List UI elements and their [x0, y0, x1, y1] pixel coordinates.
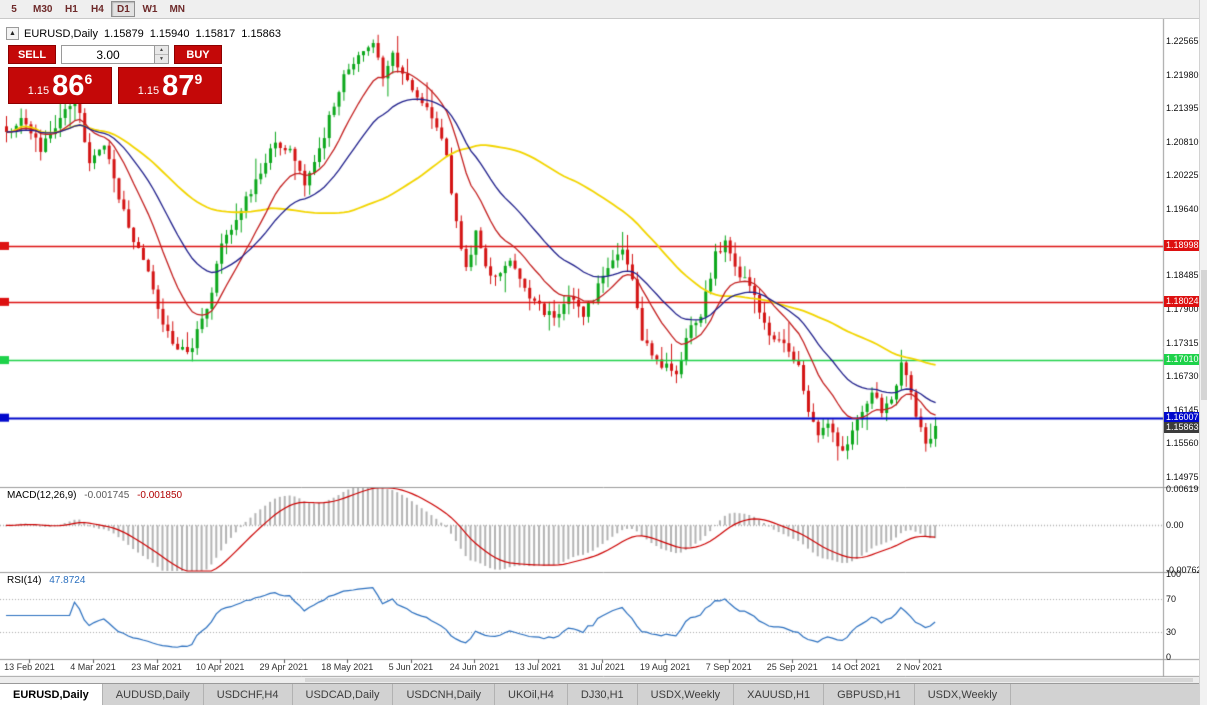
volume-spinner: ▲ ▼	[154, 46, 168, 63]
macd-name: MACD(12,26,9)	[7, 490, 77, 501]
one-click-trading-panel: SELL 3.00 ▲ ▼ BUY 1.15 86 6 1.15 87 9	[8, 45, 222, 104]
chart-header: ▲ EURUSD,Daily 1.15879 1.15940 1.15817 1…	[6, 27, 281, 40]
horizontal-scrollbar[interactable]	[0, 677, 1199, 683]
volume-input[interactable]: 3.00 ▲ ▼	[61, 45, 169, 64]
ohlc-high-value: 1.15940	[149, 27, 190, 40]
chart-tab-ukoil-h4[interactable]: UKOil,H4	[495, 684, 568, 705]
timeframe-toolbar: 5 M30 H1 H4 D1 W1 MN	[0, 0, 1207, 19]
timeframe-button-w1[interactable]: W1	[142, 3, 158, 15]
volume-increase-icon[interactable]: ▲	[155, 46, 168, 55]
chart-tab-audusd-daily[interactable]: AUDUSD,Daily	[102, 684, 204, 705]
ask-price-digits: 87	[162, 70, 195, 102]
volume-value[interactable]: 3.00	[96, 47, 120, 62]
chart-tab-usdx-weekly[interactable]: USDX,Weekly	[637, 684, 735, 705]
ohlc-close-value: 1.15863	[241, 27, 282, 40]
chart-tabs-bar: EURUSD,Daily AUDUSD,Daily USDCHF,H4 USDCAD,…	[0, 683, 1207, 705]
timeframe-button-h1[interactable]: H1	[65, 3, 78, 15]
ohlc-open-value: 1.15879	[103, 27, 144, 40]
macd-value-1: -0.001745	[84, 490, 130, 501]
chart-tab-eurusd-daily[interactable]: EURUSD,Daily	[0, 684, 103, 705]
horizontal-scrollbar-thumb[interactable]	[305, 678, 1193, 682]
rsi-value: 47.8724	[49, 575, 86, 586]
timeframe-button-d1[interactable]: D1	[111, 1, 136, 17]
sell-button[interactable]: SELL	[8, 45, 56, 64]
timeframe-button-m30[interactable]: M30	[33, 3, 53, 15]
timeframe-button-mn[interactable]: MN	[169, 3, 186, 15]
ask-quote-button[interactable]: 1.15 87 9	[118, 67, 222, 104]
macd-value-2: -0.001850	[137, 490, 183, 501]
collapse-panel-icon[interactable]: ▲	[6, 27, 19, 40]
bid-price-pip: 6	[84, 71, 93, 87]
macd-indicator-label: MACD(12,26,9) -0.001745 -0.001850	[7, 490, 182, 501]
ask-price-pip: 9	[194, 71, 203, 87]
timeframe-button-h4[interactable]: H4	[91, 3, 104, 15]
bid-quote-button[interactable]: 1.15 86 6	[8, 67, 112, 104]
ohlc-low-value: 1.15817	[195, 27, 236, 40]
vertical-scrollbar[interactable]	[1199, 0, 1207, 705]
chart-tab-usdchf-h4[interactable]: USDCHF,H4	[203, 684, 293, 705]
bid-price-digits: 86	[52, 70, 85, 102]
bid-price-prefix: 1.15	[27, 85, 50, 97]
volume-decrease-icon[interactable]: ▼	[155, 55, 168, 63]
chart-tab-usdcad-daily[interactable]: USDCAD,Daily	[292, 684, 394, 705]
timeframe-button-5[interactable]: 5	[11, 3, 17, 15]
ask-price-prefix: 1.15	[137, 85, 160, 97]
chart-tab-usdcnh-daily[interactable]: USDCNH,Daily	[393, 684, 496, 705]
chart-tab-usdx-weekly[interactable]: USDX,Weekly	[914, 684, 1012, 705]
chart-tab-gbpusd-h1[interactable]: GBPUSD,H1	[824, 684, 915, 705]
chart-tab-xauusd-h1[interactable]: XAUUSD,H1	[734, 684, 825, 705]
chart-symbol-label: EURUSD,Daily	[24, 27, 98, 40]
buy-button[interactable]: BUY	[174, 45, 222, 64]
chart-tab-dj30-h1[interactable]: DJ30,H1	[567, 684, 638, 705]
rsi-name: RSI(14)	[7, 575, 42, 586]
rsi-indicator-label: RSI(14) 47.8724	[7, 575, 85, 586]
vertical-scrollbar-thumb[interactable]	[1201, 270, 1207, 400]
